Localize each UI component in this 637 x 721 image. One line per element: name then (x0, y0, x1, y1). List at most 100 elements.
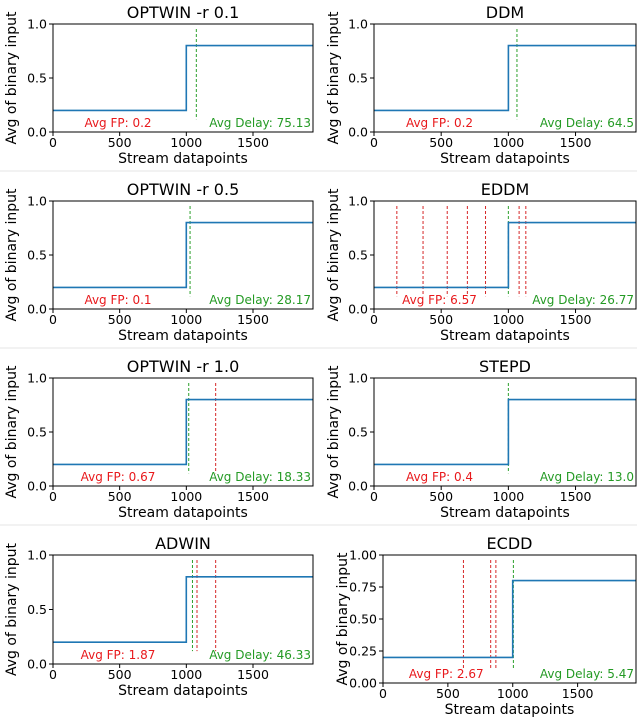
x-tick-label: 0 (49, 667, 57, 682)
x-tick-label: 1500 (237, 667, 269, 682)
avg-fp-label: Avg FP: 2.67 (409, 667, 484, 681)
chart-title: OPTWIN -r 0.5 (127, 180, 240, 199)
x-tick-label: 500 (108, 135, 132, 150)
avg-delay-label: Avg Delay: 13.0 (540, 470, 634, 484)
chart-panel-5: OPTWIN -r 1.0 Avg FP: 0.67 Avg Delay: 18.3… (4, 357, 314, 521)
chart-title: ECDD (487, 534, 533, 553)
signal-series-line (53, 398, 313, 466)
x-tick-label: 500 (436, 686, 460, 701)
y-tick-label: 1.00 (349, 548, 377, 563)
y-tick-label: 0.0 (348, 302, 368, 317)
y-axis-label: Avg of binary input (335, 552, 351, 686)
avg-delay-label: Avg Delay: 18.33 (209, 470, 311, 484)
chart-panel-2: DDM Avg FP: 0.2 Avg Delay: 64.5 0 500 1000 150… (326, 3, 637, 167)
avg-delay-label: Avg Delay: 64.5 (540, 116, 634, 130)
avg-fp-label: Avg FP: 0.2 (406, 116, 473, 130)
y-tick-label: 0.5 (348, 71, 368, 86)
signal-series-line (374, 221, 636, 289)
signal-series-line (53, 44, 313, 112)
chart-title: STEPD (479, 357, 531, 376)
x-tick-label: 1000 (492, 312, 524, 327)
x-axis-label: Stream datapoints (118, 328, 248, 344)
x-tick-label: 0 (49, 135, 57, 150)
x-axis-label: Stream datapoints (118, 151, 248, 167)
x-tick-label: 0 (379, 686, 387, 701)
y-tick-label: 0.50 (349, 612, 377, 627)
y-tick-label: 0.0 (27, 479, 47, 494)
chart-panel-3: OPTWIN -r 0.5 Avg FP: 0.1 Avg Delay: 28.17… (4, 180, 314, 344)
avg-delay-label: Avg Delay: 28.17 (209, 293, 311, 307)
y-tick-label: 0.0 (348, 479, 368, 494)
x-tick-label: 1000 (170, 667, 202, 682)
x-tick-label: 0 (370, 312, 378, 327)
chart-title: DDM (486, 3, 524, 22)
x-tick-label: 1000 (170, 312, 202, 327)
y-tick-label: 0.5 (27, 248, 47, 263)
avg-fp-label: Avg FP: 0.2 (84, 116, 151, 130)
chart-title: ADWIN (155, 534, 211, 553)
y-axis-label: Avg of binary input (326, 365, 342, 499)
signal-series-line (374, 398, 636, 466)
y-tick-label: 0.0 (27, 657, 47, 672)
y-tick-label: 1.0 (27, 17, 47, 32)
y-tick-label: 0.00 (349, 676, 377, 691)
x-axis-label: Stream datapoints (118, 683, 248, 699)
y-tick-label: 0.5 (348, 425, 368, 440)
avg-delay-label: Avg Delay: 5.47 (540, 667, 634, 681)
chart-panel-1: OPTWIN -r 0.1 Avg FP: 0.2 Avg Delay: 75.13… (4, 3, 314, 167)
y-tick-label: 0.0 (27, 125, 47, 140)
avg-delay-label: Avg Delay: 75.13 (209, 116, 311, 130)
y-axis-label: Avg of binary input (326, 188, 342, 322)
avg-fp-label: Avg FP: 0.1 (84, 293, 151, 307)
y-axis-label: Avg of binary input (4, 365, 20, 499)
y-tick-label: 0.0 (348, 125, 368, 140)
x-tick-label: 500 (108, 312, 132, 327)
y-tick-label: 0.5 (348, 248, 368, 263)
y-axis-label: Avg of binary input (4, 542, 20, 676)
y-axis-label: Avg of binary input (4, 188, 20, 322)
avg-fp-label: Avg FP: 6.57 (402, 293, 477, 307)
y-tick-label: 1.0 (27, 548, 47, 563)
avg-fp-label: Avg FP: 0.67 (81, 470, 156, 484)
x-tick-label: 0 (370, 135, 378, 150)
y-tick-label: 0.25 (349, 644, 377, 659)
y-axis-label: Avg of binary input (326, 11, 342, 145)
x-axis-label: Stream datapoints (445, 702, 575, 718)
y-tick-label: 0.75 (349, 580, 377, 595)
y-tick-label: 0.5 (27, 71, 47, 86)
avg-delay-label: Avg Delay: 46.33 (209, 648, 311, 662)
x-tick-label: 1000 (170, 489, 202, 504)
x-tick-label: 500 (108, 667, 132, 682)
x-tick-label: 1500 (560, 312, 592, 327)
y-tick-label: 1.0 (27, 371, 47, 386)
avg-fp-label: Avg FP: 0.4 (406, 470, 473, 484)
x-tick-label: 1000 (497, 686, 529, 701)
x-tick-label: 500 (429, 135, 453, 150)
y-axis-label: Avg of binary input (4, 11, 20, 145)
chart-panel-6: STEPD Avg FP: 0.4 Avg Delay: 13.0 0 500 1000 1… (326, 357, 637, 521)
signal-series-line (374, 44, 636, 112)
signal-series-line (53, 575, 313, 644)
x-tick-label: 1500 (562, 686, 594, 701)
y-tick-label: 0.5 (27, 602, 47, 617)
x-tick-label: 1500 (237, 489, 269, 504)
x-axis-label: Stream datapoints (440, 505, 570, 521)
chart-panel-4: EDDM Avg FP: 6.57 Avg Delay: 26.77 0 500 1000… (326, 180, 637, 344)
x-tick-label: 500 (429, 489, 453, 504)
y-tick-label: 1.0 (348, 194, 368, 209)
x-tick-label: 1500 (237, 135, 269, 150)
avg-fp-label: Avg FP: 1.87 (81, 648, 156, 662)
x-axis-label: Stream datapoints (440, 151, 570, 167)
plot-frame (382, 554, 637, 684)
x-tick-label: 1500 (560, 135, 592, 150)
x-tick-label: 0 (370, 489, 378, 504)
x-axis-label: Stream datapoints (118, 505, 248, 521)
x-tick-label: 1500 (237, 312, 269, 327)
x-tick-label: 1500 (560, 489, 592, 504)
chart-panel-8: ECDD Avg FP: 2.67 Avg Delay: 5.47 0 500 1000 1… (335, 534, 637, 718)
x-tick-label: 0 (49, 489, 57, 504)
x-tick-label: 1000 (492, 135, 524, 150)
y-tick-label: 1.0 (348, 371, 368, 386)
x-tick-label: 500 (108, 489, 132, 504)
